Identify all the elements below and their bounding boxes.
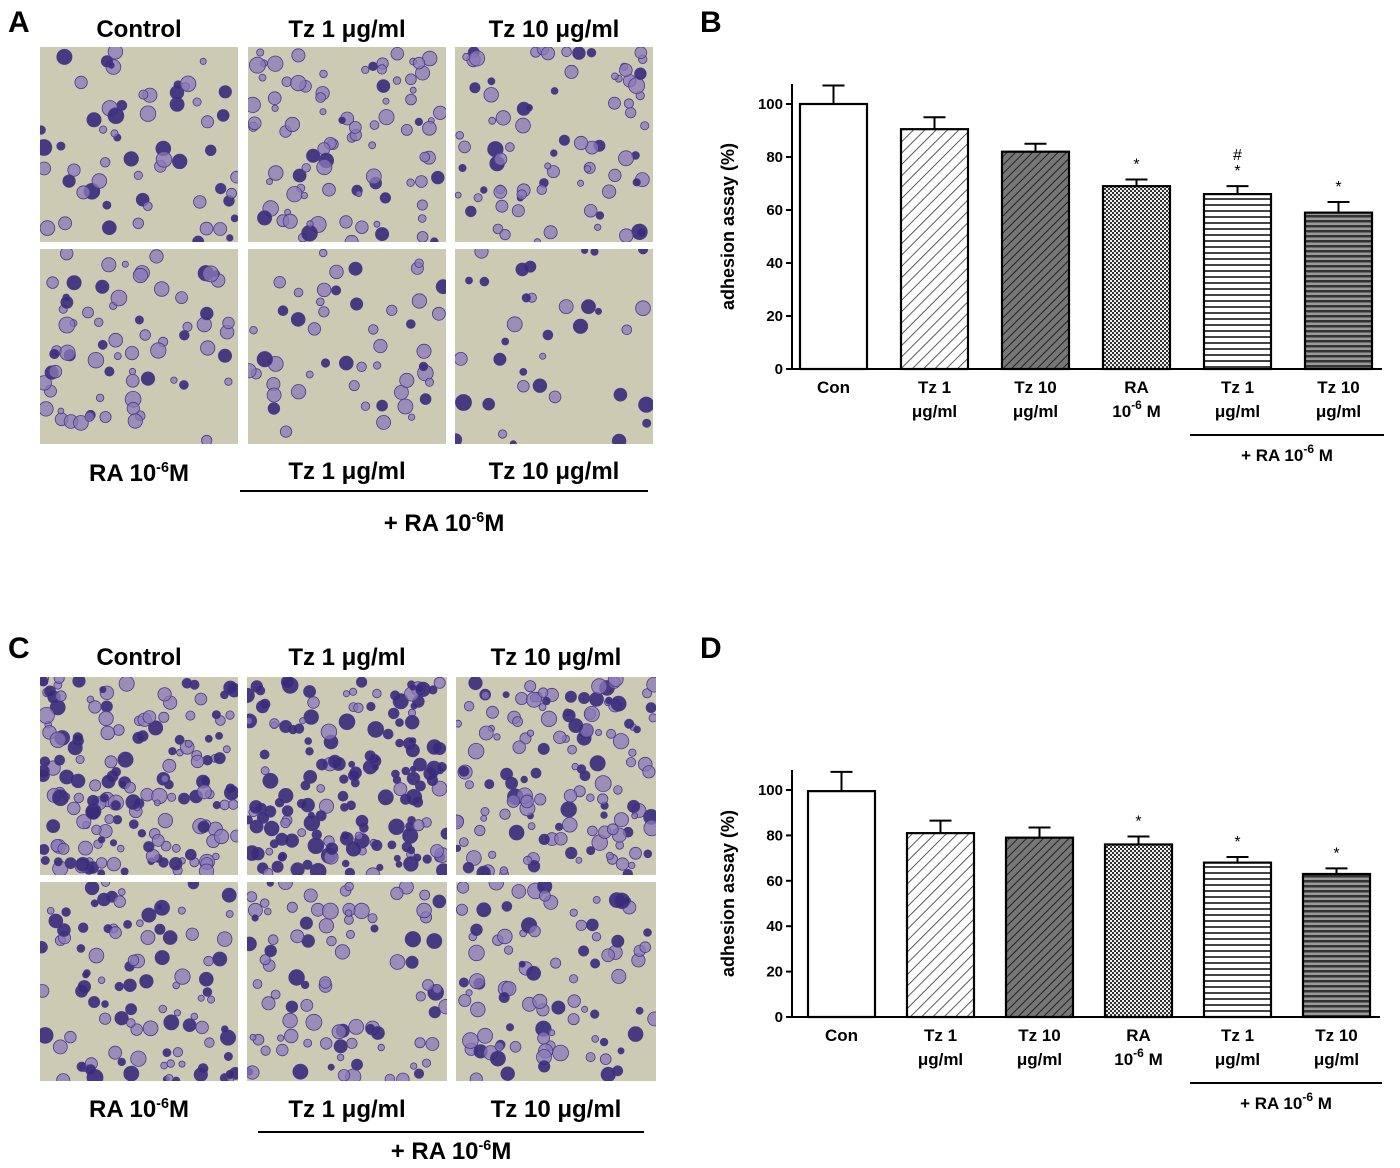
group-label: + RA 10-6 M <box>1240 1090 1332 1113</box>
col-label-control: Control <box>96 644 182 671</box>
category-label: Con <box>825 1026 858 1045</box>
col-label-tz1: Tz 1 μg/ml <box>288 16 406 43</box>
micrograph-a-tz1 <box>248 47 446 242</box>
category-label: Tz 10 <box>1014 378 1057 397</box>
bar <box>798 102 869 371</box>
category-label: μg/ml <box>1215 402 1260 421</box>
col-label-tz1-ra: Tz 1 μg/ml <box>288 458 406 485</box>
category-label: μg/ml <box>1215 1050 1260 1069</box>
micrograph-c-ra <box>40 882 238 1081</box>
category-label: 10-6 M <box>1112 398 1160 421</box>
category-label: Tz 10 <box>1317 378 1360 397</box>
category-label: Tz 10 <box>1018 1026 1061 1045</box>
category-label: μg/ml <box>1314 1050 1359 1069</box>
panel-letter-c: C <box>8 632 30 665</box>
col-label-tz10: Tz 10 μg/ml <box>488 16 620 43</box>
category-label: μg/ml <box>1013 402 1058 421</box>
group-label: + RA 10-6 M <box>1241 442 1333 465</box>
significance-marker: * <box>1234 163 1240 180</box>
y-tick-label: 20 <box>766 308 783 325</box>
micrograph-c-tz1 <box>247 677 447 875</box>
micrograph-a-tz1-ra <box>248 249 446 444</box>
category-label: μg/ml <box>918 1050 963 1069</box>
bar <box>1000 150 1071 371</box>
micrograph-a-tz10 <box>455 47 653 242</box>
col-label-tz10-ra: Tz 10 μg/ml <box>490 1096 622 1123</box>
category-label: Tz 1 <box>924 1026 957 1045</box>
col-label-control: Control <box>96 16 182 43</box>
group-label-a: + RA 10-6M <box>383 510 505 537</box>
category-label: Tz 1 <box>1221 1026 1254 1045</box>
y-axis-label: adhesion assay (%) <box>718 143 738 310</box>
group-underline-c <box>258 1131 644 1133</box>
bar <box>1103 843 1174 1019</box>
panel-letter-d: D <box>700 632 722 665</box>
bar <box>1202 193 1273 371</box>
y-tick-label: 20 <box>766 964 783 981</box>
bar <box>905 832 976 1019</box>
group-label-c: + RA 10-6M <box>390 1138 512 1165</box>
bar <box>1303 211 1374 371</box>
significance-marker: * <box>1133 157 1139 174</box>
category-label: Tz 1 <box>918 378 951 397</box>
category-label: RA <box>1124 378 1149 397</box>
y-tick-label: 40 <box>766 255 783 272</box>
col-label-tz10-ra: Tz 10 μg/ml <box>488 458 620 485</box>
micrograph-a-tz10-ra <box>455 249 653 444</box>
y-tick-label: 60 <box>766 202 783 219</box>
y-tick-label: 100 <box>758 782 783 799</box>
y-tick-label: 80 <box>766 827 783 844</box>
y-tick-label: 100 <box>758 96 783 113</box>
y-tick-label: 0 <box>775 1009 783 1026</box>
y-tick-label: 40 <box>766 918 783 935</box>
category-label: RA <box>1126 1026 1151 1045</box>
bar <box>1101 185 1172 371</box>
micrograph-a-control <box>40 47 238 242</box>
micrograph-c-control <box>40 677 238 875</box>
category-label: 10-6 M <box>1114 1046 1162 1069</box>
category-label: Tz 10 <box>1315 1026 1358 1045</box>
col-label-tz1: Tz 1 μg/ml <box>288 644 406 671</box>
y-tick-label: 0 <box>775 361 783 378</box>
panel-letter-a: A <box>8 6 30 39</box>
significance-marker: # <box>1233 147 1242 164</box>
y-tick-label: 80 <box>766 149 783 166</box>
col-label-tz1-ra: Tz 1 μg/ml <box>288 1096 406 1123</box>
bar <box>806 790 877 1019</box>
category-label: μg/ml <box>1017 1050 1062 1069</box>
bar <box>1202 861 1273 1019</box>
category-label: μg/ml <box>912 402 957 421</box>
significance-marker: * <box>1234 834 1240 851</box>
y-tick-label: 60 <box>766 873 783 890</box>
category-label: μg/ml <box>1316 402 1361 421</box>
significance-marker: * <box>1135 814 1141 831</box>
micrograph-c-tz10 <box>456 677 656 875</box>
group-underline-a <box>240 490 648 492</box>
bar <box>1301 872 1372 1019</box>
micrograph-c-tz10-ra <box>456 882 656 1081</box>
category-label: Con <box>817 378 850 397</box>
significance-marker: * <box>1333 845 1339 862</box>
micrograph-c-tz1-ra <box>247 882 447 1081</box>
panel-letter-b: B <box>700 6 722 39</box>
y-axis-label: adhesion assay (%) <box>718 810 738 977</box>
bar <box>1004 836 1075 1019</box>
category-label: Tz 1 <box>1221 378 1254 397</box>
bar-chart-b: 0 20 40 60 80 100 adhesion assay (%) Con Tz 1 μg/… <box>718 84 1384 465</box>
significance-marker: * <box>1335 179 1341 196</box>
col-label-ra: RA 10-6M <box>89 460 189 487</box>
bar <box>899 128 970 371</box>
bar-chart-d: 0 20 40 60 80 100 adhesion assay (%) Con Tz 1 μg/… <box>718 770 1382 1113</box>
col-label-ra: RA 10-6M <box>89 1096 189 1123</box>
col-label-tz10: Tz 10 μg/ml <box>490 644 622 671</box>
micrograph-a-ra <box>40 249 238 444</box>
